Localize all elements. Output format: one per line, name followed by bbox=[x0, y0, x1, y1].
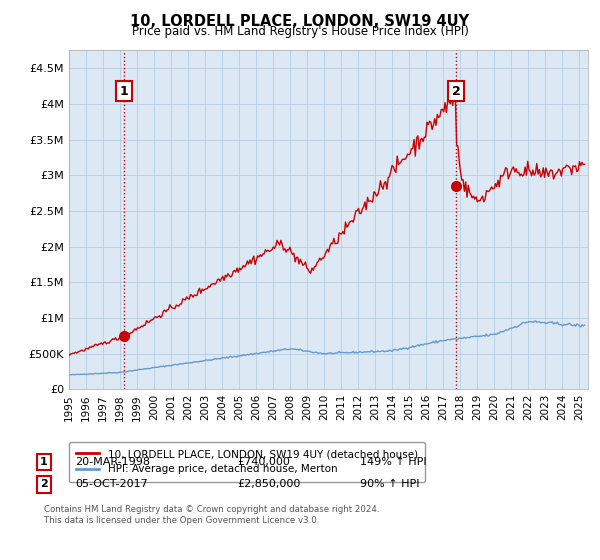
Text: 20-MAR-1998: 20-MAR-1998 bbox=[75, 457, 150, 467]
Text: 149% ↑ HPI: 149% ↑ HPI bbox=[360, 457, 427, 467]
Text: Contains HM Land Registry data © Crown copyright and database right 2024.
This d: Contains HM Land Registry data © Crown c… bbox=[44, 505, 379, 525]
Text: 1: 1 bbox=[119, 85, 128, 97]
Legend: 10, LORDELL PLACE, LONDON, SW19 4UY (detached house), HPI: Average price, detach: 10, LORDELL PLACE, LONDON, SW19 4UY (det… bbox=[69, 442, 425, 482]
Text: Price paid vs. HM Land Registry's House Price Index (HPI): Price paid vs. HM Land Registry's House … bbox=[131, 25, 469, 38]
Text: 1: 1 bbox=[40, 457, 47, 467]
Text: 10, LORDELL PLACE, LONDON, SW19 4UY: 10, LORDELL PLACE, LONDON, SW19 4UY bbox=[130, 14, 470, 29]
Text: £740,000: £740,000 bbox=[237, 457, 290, 467]
Text: 90% ↑ HPI: 90% ↑ HPI bbox=[360, 479, 419, 489]
Text: 2: 2 bbox=[452, 85, 460, 97]
Text: £2,850,000: £2,850,000 bbox=[237, 479, 301, 489]
Text: 05-OCT-2017: 05-OCT-2017 bbox=[75, 479, 148, 489]
Text: 2: 2 bbox=[40, 479, 47, 489]
